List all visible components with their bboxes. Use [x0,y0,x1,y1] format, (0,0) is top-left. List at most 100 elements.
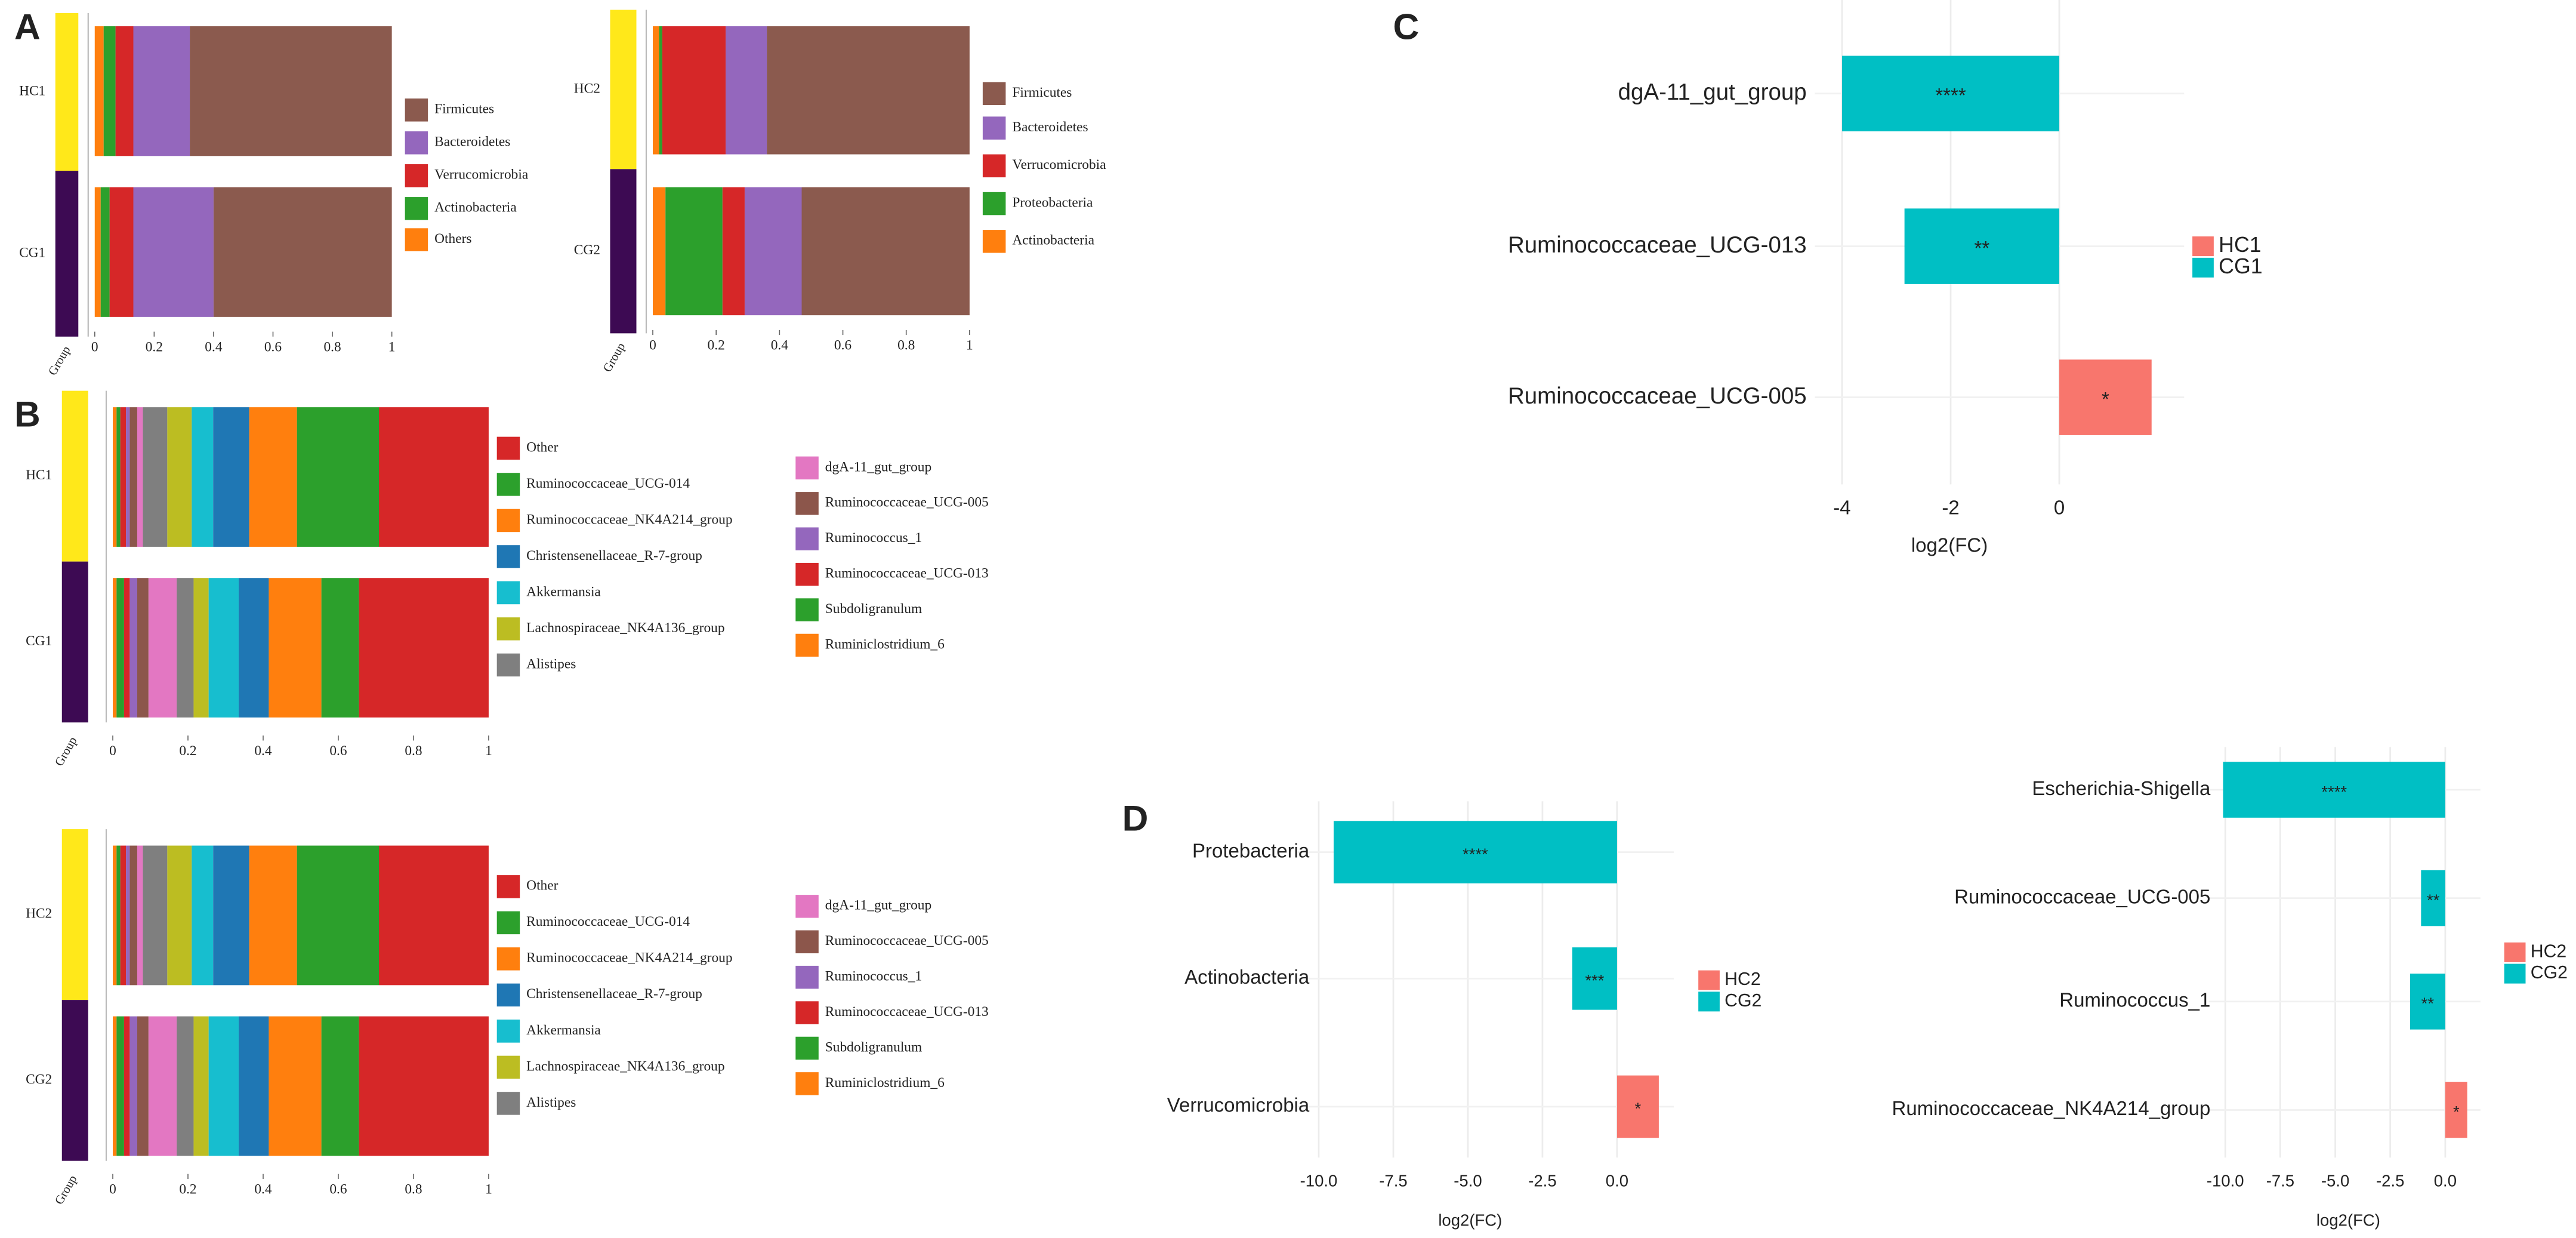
x-tick-label: 0.4 [205,339,223,355]
legend-swatch [2504,963,2526,984]
bar-segment [177,578,194,718]
category-label: dgA-11_gut_group [1618,79,1807,105]
legend-swatch [982,192,1006,215]
x-tick-label: 1 [388,339,396,355]
bar-segment [665,187,723,316]
group-label: HC2 [574,81,600,96]
bar-segment [801,187,970,316]
x-tick-label: 0.0 [1606,1172,1628,1190]
bar-segment [148,578,177,718]
x-tick-label: 1 [485,743,492,759]
legend-swatch [496,875,520,898]
significance-label: **** [2321,783,2347,801]
diverging-bar-chart: -10.0 -7.5 -5.0 -2.5 0.0****Protebacteria***… [1167,801,1761,1230]
group-strip [61,829,88,1000]
group-strip [610,169,637,334]
group-axis-label: Group [53,735,79,769]
x-tick-label: 0 [109,1182,116,1197]
group-label: HC1 [19,83,45,98]
legend-label: Ruminococcaceae_NK4A214_group [526,950,732,966]
x-tick-label: -5.0 [1454,1172,1482,1190]
legend-swatch [2504,942,2526,962]
bar-segment [239,1016,269,1156]
bar-segment [137,1016,149,1156]
x-tick-label: 0 [91,339,98,355]
bar-segment [124,1016,130,1156]
bar-segment [113,845,117,986]
x-tick-label: -2 [1942,496,1959,518]
legend-swatch [795,1001,819,1024]
legend-swatch [496,581,520,605]
legend-swatch [795,562,819,586]
bar [1904,208,2060,284]
legend-swatch [795,527,819,551]
bar-segment [239,578,269,718]
legend-swatch [496,947,520,971]
stacked-bar-chart: HC2 CG2 Group 0 0.2 0.4 0.6 0.8 1 Other Ruminococc… [26,829,989,1207]
bar-segment [109,187,134,317]
legend-swatch [2192,236,2214,257]
legend-label: Subdoligranulum [825,601,922,617]
legend-swatch [496,617,520,640]
bar-segment [321,1016,359,1156]
bar-segment [652,26,659,155]
x-tick-label: -2.5 [1528,1172,1556,1190]
legend-label: Bacteroidetes [434,134,510,150]
legend-label: Actinobacteria [434,200,517,215]
x-axis-title: log2(FC) [1438,1211,1502,1230]
bar-segment [213,187,392,317]
legend-swatch [405,98,428,122]
x-tick-label: 0.4 [254,743,272,759]
bar-segment [321,578,359,718]
category-label: Verrucomicrobia [1167,1094,1310,1116]
group-strip [61,390,88,562]
group-label: HC1 [26,467,52,483]
x-tick-label: -10.0 [1300,1172,1338,1190]
category-label: Ruminococcaceae_UCG-005 [1954,885,2210,907]
legend-swatch [795,895,819,918]
x-tick-label: 0.2 [179,1182,196,1197]
significance-label: ** [1974,237,1989,259]
x-tick-label: 0.0 [2434,1172,2457,1190]
bar-segment [208,1016,239,1156]
bar [2059,359,2152,435]
legend-label: Subdoligranulum [825,1039,922,1055]
legend-swatch [405,197,428,220]
legend-swatch [982,116,1006,140]
x-tick-label: 0.8 [405,1182,422,1197]
bar-segment [659,26,662,155]
bar-segment [213,845,249,986]
group-axis-label: Group [601,341,628,375]
x-tick-label: 0.6 [834,338,852,353]
legend-label: Ruminococcaceae_UCG-013 [825,1004,989,1020]
legend-swatch [795,492,819,515]
x-tick-label: 0 [2054,496,2065,518]
significance-label: ** [2427,891,2440,909]
bar-segment [652,187,666,316]
legend-swatch [496,509,520,532]
bar-segment [129,1016,137,1156]
bar-segment [133,26,190,156]
significance-label: **** [1463,845,1488,863]
bar-segment [192,407,214,547]
bar-segment [297,845,379,986]
legend-swatch [795,633,819,657]
legend-label: HC2 [1724,969,1761,989]
x-tick-label: -7.5 [2266,1172,2294,1190]
bar [1333,821,1617,883]
bar-segment [103,26,116,156]
bar-segment [208,578,239,718]
x-tick-label: 0.4 [771,338,789,353]
bar [1572,947,1617,1010]
bar [2223,762,2445,818]
bar-segment [193,1016,209,1156]
legend-label: CG2 [2531,963,2568,983]
group-strip [55,13,79,171]
group-label: HC2 [26,906,52,921]
bar-segment [722,187,745,316]
bar-segment [269,578,322,718]
legend-label: Ruminococcaceae_UCG-014 [526,914,690,929]
legend-label: dgA-11_gut_group [825,898,931,913]
legend-label: Firmicutes [1012,85,1072,100]
x-tick-label: 1 [966,338,973,353]
